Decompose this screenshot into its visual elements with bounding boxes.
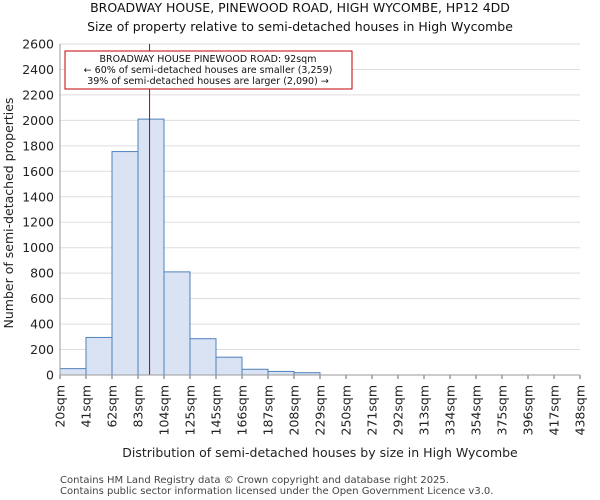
y-tick-label: 2400	[22, 62, 54, 77]
x-tick-label: 438sqm	[573, 385, 588, 435]
x-tick-label: 250sqm	[339, 385, 354, 435]
x-tick-label: 417sqm	[547, 385, 562, 435]
annotation-line-3: 39% of semi-detached houses are larger (…	[87, 76, 329, 87]
x-tick-label: 229sqm	[313, 385, 328, 435]
y-tick-label: 800	[30, 266, 54, 281]
x-tick-label: 166sqm	[235, 385, 250, 435]
chart-title: BROADWAY HOUSE, PINEWOOD ROAD, HIGH WYCO…	[90, 0, 510, 15]
x-tick-label: 313sqm	[417, 385, 432, 435]
x-tick-label: 145sqm	[209, 385, 224, 435]
x-tick-label: 62sqm	[105, 385, 120, 428]
x-tick-label: 396sqm	[521, 385, 536, 435]
x-tick-label: 125sqm	[183, 385, 198, 435]
y-tick-label: 600	[30, 291, 54, 306]
annotation-line-1: BROADWAY HOUSE PINEWOOD ROAD: 92sqm	[100, 54, 317, 65]
y-tick-label: 2600	[22, 37, 54, 52]
bar	[163, 271, 191, 376]
x-tick-label: 354sqm	[469, 385, 484, 435]
y-tick-label: 1600	[22, 164, 54, 179]
y-tick-label: 2200	[22, 87, 54, 102]
y-tick-label: 400	[30, 317, 54, 332]
x-tick-label: 271sqm	[365, 385, 380, 435]
y-tick-label: 1400	[22, 189, 54, 204]
bar	[59, 368, 87, 376]
bar	[241, 368, 269, 376]
annotation-box-border	[64, 50, 353, 90]
x-axis-label: Distribution of semi-detached houses by …	[122, 445, 518, 460]
y-tick-label: 1000	[22, 240, 54, 255]
x-tick-label: 41sqm	[79, 385, 94, 428]
bar	[267, 370, 295, 376]
y-tick-label: 1200	[22, 215, 54, 230]
y-axis-ticks: 0 200 400 600 800 1000 1200 1400 1600 1800 2000 220…	[22, 37, 54, 383]
x-tick-label: 292sqm	[391, 385, 406, 435]
y-tick-label: 2000	[22, 113, 54, 128]
bar	[137, 118, 165, 376]
y-tick-label: 0	[46, 368, 54, 383]
annotation-box: BROADWAY HOUSE PINEWOOD ROAD: 92sqm ← 60…	[64, 50, 353, 90]
x-axis-ticks: 20sqm 41sqm 62sqm 83sqm 104sqm 125sqm 145sqm 16…	[53, 375, 588, 435]
bar	[189, 338, 217, 376]
annotation-line-2: ← 60% of semi-detached houses are smalle…	[84, 65, 333, 76]
x-tick-label: 20sqm	[53, 385, 68, 428]
bar	[215, 356, 243, 376]
footer-line-2: Contains public sector information licen…	[60, 486, 493, 497]
y-tick-label: 1800	[22, 138, 54, 153]
x-tick-label: 375sqm	[495, 385, 510, 435]
bar	[111, 151, 139, 376]
y-axis-label: Number of semi-detached properties	[1, 98, 16, 329]
bars	[59, 118, 321, 376]
bar	[85, 336, 113, 376]
y-tick-label: 200	[30, 342, 54, 357]
x-tick-label: 83sqm	[131, 385, 146, 428]
x-tick-label: 208sqm	[287, 385, 302, 435]
x-tick-label: 104sqm	[157, 385, 172, 435]
x-tick-label: 334sqm	[443, 385, 458, 435]
x-tick-label: 187sqm	[261, 385, 276, 435]
footer-line-1: Contains HM Land Registry data © Crown c…	[60, 475, 449, 486]
chart-subtitle: Size of property relative to semi-detach…	[87, 19, 513, 34]
